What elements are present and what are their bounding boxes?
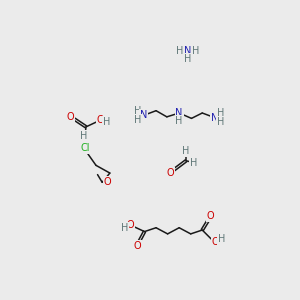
Text: H: H xyxy=(80,131,87,141)
Text: H: H xyxy=(190,158,197,168)
Text: H: H xyxy=(217,108,224,118)
Text: H: H xyxy=(218,234,225,244)
Text: H: H xyxy=(103,117,110,127)
Text: O: O xyxy=(167,168,175,178)
Text: H: H xyxy=(176,116,183,126)
Text: O: O xyxy=(127,220,134,230)
Text: H: H xyxy=(134,106,141,116)
Text: N: N xyxy=(184,46,191,56)
Text: H: H xyxy=(134,115,141,125)
Text: H: H xyxy=(182,146,190,157)
Text: N: N xyxy=(176,108,183,118)
Text: O: O xyxy=(104,176,111,187)
Text: Cl: Cl xyxy=(80,143,90,153)
Text: H: H xyxy=(192,46,199,56)
Text: H: H xyxy=(176,46,184,56)
Text: N: N xyxy=(140,110,147,120)
Text: O: O xyxy=(207,211,214,221)
Text: H: H xyxy=(217,117,224,127)
Text: H: H xyxy=(121,223,128,233)
Text: O: O xyxy=(67,112,74,122)
Text: H: H xyxy=(184,54,191,64)
Text: O: O xyxy=(97,115,104,125)
Text: O: O xyxy=(212,237,219,247)
Text: O: O xyxy=(134,241,141,251)
Text: N: N xyxy=(211,112,218,123)
